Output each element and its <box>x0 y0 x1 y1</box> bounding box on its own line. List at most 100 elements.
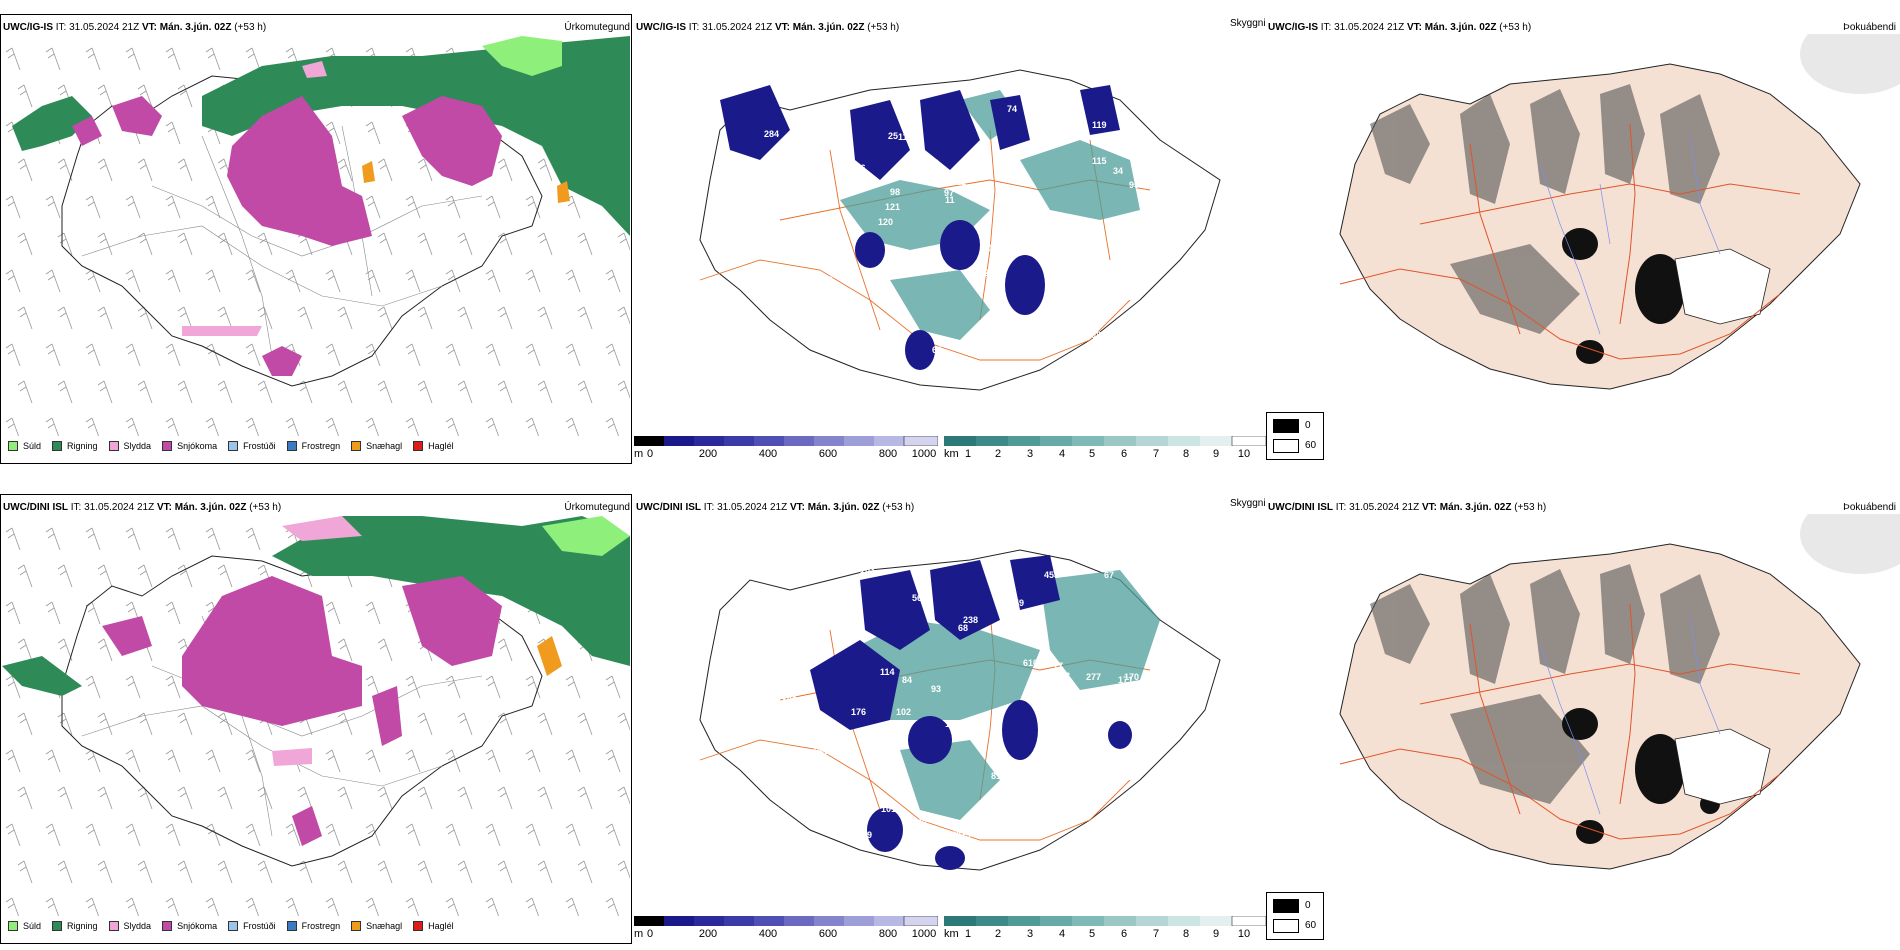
wind-barb <box>605 823 621 847</box>
wind-barb <box>325 897 339 916</box>
wind-barb <box>5 47 21 71</box>
wind-barb <box>85 195 101 219</box>
wind-barb <box>137 306 153 330</box>
drizzle-area <box>482 36 562 76</box>
precip-legend: Súld Rigning Slydda Snjókoma Frostúði Frostre… <box>8 921 465 931</box>
wind-barb <box>445 417 459 436</box>
wind-barb <box>605 749 621 773</box>
wind-barb <box>17 860 33 884</box>
cloud-base-value: 55 <box>893 304 903 314</box>
wind-barb <box>405 823 421 847</box>
legend-swatch <box>351 921 362 931</box>
wind-barb <box>17 158 33 182</box>
cloud-base-value: 522 <box>951 830 966 840</box>
cloud-base-value: 73 <box>1009 241 1019 251</box>
wind-barb <box>177 232 193 256</box>
wind-barb <box>377 860 393 884</box>
wind-barb <box>205 269 221 293</box>
vt-label: VT: <box>1421 502 1437 513</box>
precip-map <box>5 36 630 436</box>
cloud-base-value: 459 <box>857 830 872 840</box>
cloud-base-value: 80 <box>989 822 999 832</box>
legend-item: Frostregn <box>286 921 340 931</box>
legend-item: Frostregn <box>286 441 340 451</box>
wind-barb <box>565 675 581 699</box>
cloud-base-value: 120 <box>890 93 905 103</box>
cloud-base-value: 34 <box>1113 166 1123 176</box>
lead-time: (+53 h) <box>249 502 282 513</box>
vt-label: VT: <box>1406 22 1422 33</box>
height-colorbar: m 0 200 400 600 800 1000 <box>634 916 938 946</box>
visibility-tick: 6 <box>1120 928 1128 940</box>
cloud-base-value: 53 <box>917 818 927 828</box>
legend-swatch <box>286 441 297 451</box>
wind-barb <box>417 158 433 182</box>
wind-barb <box>205 195 221 219</box>
cloud-base-value: 108 <box>1086 330 1101 340</box>
wind-barb <box>537 860 553 884</box>
visibility-tick: 1 <box>964 448 972 460</box>
legend-item: Slydda <box>108 441 151 451</box>
legend-swatch <box>162 921 173 931</box>
wind-barb <box>525 269 541 293</box>
cloud-base-value: 16 <box>771 277 781 287</box>
visibility-unit: km <box>944 928 959 940</box>
wind-barb <box>257 786 273 810</box>
model-name: UWC/DINI ISL <box>1268 502 1333 513</box>
cloud-base-value: 284 <box>764 129 779 139</box>
visibility-tick: 10 <box>1237 928 1251 940</box>
cloud-base-value: 83 <box>785 593 795 603</box>
it-value: 31.05.2024 21Z <box>702 22 773 33</box>
cloud-base-value: 59 <box>1014 598 1024 608</box>
legend-swatch <box>52 921 63 931</box>
wind-barb <box>377 158 393 182</box>
wind-barb <box>577 860 593 884</box>
wind-barb <box>417 860 433 884</box>
wind-barb <box>97 306 113 330</box>
visibility-tick: 9 <box>1212 448 1220 460</box>
fog-map <box>1339 514 1900 870</box>
legend-label: Snjókoma <box>177 921 218 931</box>
cloud-base-value: 171 <box>1118 675 1133 685</box>
wind-barb <box>57 638 73 662</box>
vt-value: Mán. 3.jún. 02Z <box>174 502 247 513</box>
cloud-base-value: 81 <box>817 327 827 337</box>
precip-map-frame <box>0 14 632 464</box>
wind-barb <box>325 269 341 293</box>
cloud-base-value: 548 <box>1055 671 1070 681</box>
legend-swatch <box>8 441 18 451</box>
cloud-dark-areas <box>810 555 1132 870</box>
legend-swatch <box>286 921 297 931</box>
visibility-tick: 5 <box>1088 448 1096 460</box>
wind-barb <box>205 897 219 916</box>
wind-barb <box>245 417 259 436</box>
wind-barb <box>125 47 141 71</box>
fog-gray-areas <box>1370 84 1720 334</box>
fog-header: UWC/IG-IS IT: 31.05.2024 21Z VT: Mán. 3.… <box>1268 22 1531 34</box>
visibility-tick: 8 <box>1182 448 1190 460</box>
model-name: UWC/DINI ISL <box>636 502 701 513</box>
cloud-base-value: 131 <box>771 695 786 705</box>
cloud-base-value: 64 <box>760 283 770 293</box>
wind-barb <box>125 269 141 293</box>
precip-title: Úrkomutegund <box>564 502 630 513</box>
fog-legend: 0 60 <box>1266 892 1324 940</box>
wind-barb <box>605 675 621 699</box>
wind-barb <box>537 380 553 404</box>
legend-label: Snæhagl <box>366 921 403 931</box>
visibility-tick: 5 <box>1088 928 1096 940</box>
height-tick: 600 <box>818 928 838 940</box>
visibility-tick: 4 <box>1058 928 1066 940</box>
wind-barb <box>525 675 541 699</box>
visibility-tick: 1 <box>964 928 972 940</box>
wind-barb <box>5 749 21 773</box>
legend-item: Haglél <box>413 921 454 931</box>
wind-barb <box>17 712 33 736</box>
wind-barb <box>165 343 181 367</box>
legend-label: Frostúði <box>243 441 276 451</box>
vt-value: Mán. 3.jún. 02Z <box>159 22 232 33</box>
wind-barb <box>165 749 181 773</box>
wind-barb <box>325 121 341 145</box>
fog-high-swatch <box>1273 899 1299 913</box>
legend-label: Slydda <box>123 921 152 931</box>
